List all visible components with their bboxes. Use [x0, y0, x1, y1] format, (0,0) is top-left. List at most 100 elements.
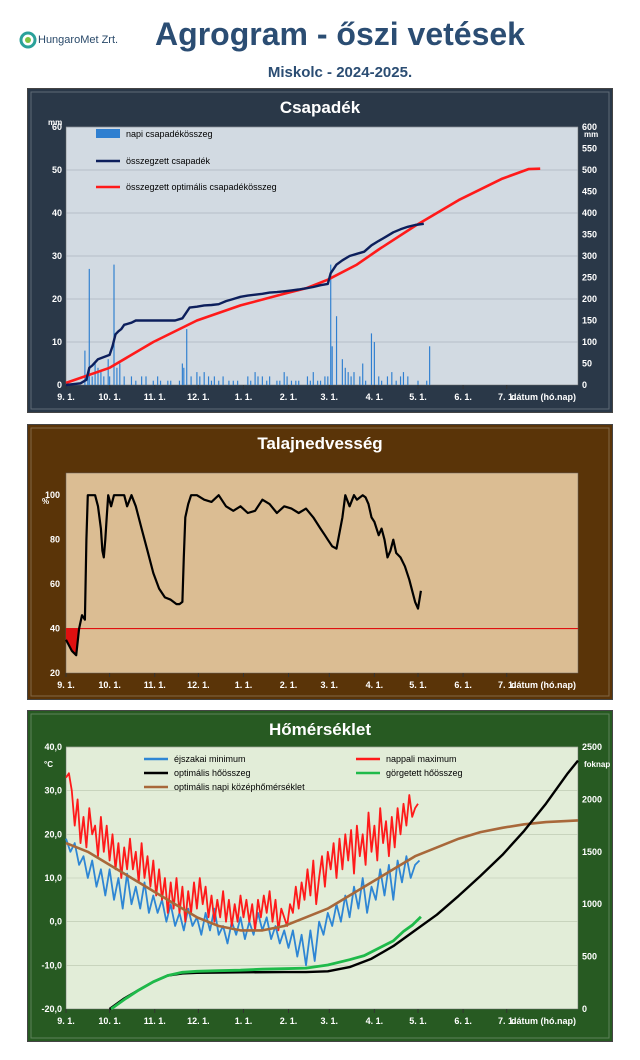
precip-bar	[344, 367, 346, 385]
precip-bar	[306, 376, 309, 385]
soil-moisture-line	[65, 494, 422, 657]
precip-bar	[237, 380, 239, 385]
precip-bar	[353, 372, 355, 385]
x-tick-label: 1. 1.	[235, 392, 253, 402]
precip-bar	[350, 376, 352, 385]
x-tick-label: 7. 1.	[498, 392, 516, 402]
chart-title: Csapadék	[280, 98, 361, 117]
precip-bar	[295, 380, 297, 385]
precip-bar	[228, 380, 230, 385]
y2-axis-label: foknap	[584, 760, 610, 769]
legend-label: optimális hőösszeg	[174, 768, 251, 778]
legend-label: összegzett optimális csapadékösszeg	[126, 182, 277, 192]
precip-bar	[324, 376, 326, 385]
y-axis-label: %	[42, 497, 49, 506]
precip-bar	[178, 380, 181, 385]
precip-bar	[261, 376, 263, 385]
precip-bar	[107, 359, 109, 385]
y2-tick-label: 550	[582, 144, 597, 154]
precip-bar	[196, 372, 198, 385]
x-tick-label: 12. 1.	[187, 680, 210, 690]
cumulative-line	[65, 222, 424, 387]
temp-panel: Hőmérséklet -20,0 -10,0 0,0 10,0 20,0 30,0 40,0…	[27, 710, 613, 1042]
y2-tick-label: 1500	[582, 847, 602, 857]
precip-bar	[417, 380, 419, 385]
logo: HungaroMet Zrt.	[18, 30, 138, 50]
precip-bar	[100, 372, 102, 385]
x-tick-label: 3. 1.	[321, 680, 339, 690]
precip-bar	[276, 380, 278, 385]
y2-tick-label: 0	[582, 380, 587, 390]
legend-swatch-daily	[96, 129, 120, 138]
chart-title: Talajnedvesség	[257, 434, 382, 453]
soil-panel: Talajnedvesség 20 40 60 80 100% 9. 1. 10. 1. 11.…	[27, 424, 613, 700]
day-maximum-line	[65, 772, 419, 932]
y-tick-label: 20,0	[44, 829, 62, 839]
x-tick-label: 5. 1.	[409, 392, 427, 402]
precip-bar	[290, 380, 293, 385]
page-title: Agrogram - őszi vetések	[155, 16, 525, 52]
precip-bar	[391, 372, 393, 385]
x-tick-label: 7. 1.	[498, 1016, 516, 1026]
y2-tick-label: 500	[582, 952, 597, 962]
precip-bar	[181, 363, 183, 385]
precip-bar	[109, 376, 111, 385]
precip-bar	[286, 376, 288, 385]
x-tick-label: 4. 1.	[366, 392, 384, 402]
x-tick-label: 3. 1.	[321, 392, 339, 402]
x-tick-label: 5. 1.	[409, 680, 427, 690]
x-axis-label: dátum (hó.nap)	[511, 1016, 576, 1026]
precip-bar	[429, 346, 431, 385]
page-subtitle: Miskolc - 2024-2025.	[267, 64, 413, 81]
x-tick-label: 1. 1.	[235, 1016, 253, 1026]
precip-bar	[269, 376, 271, 385]
y2-tick-label: 300	[582, 251, 597, 261]
x-tick-label: 5. 1.	[409, 1016, 427, 1026]
precip-bar	[159, 380, 162, 385]
precip-bar	[279, 380, 281, 385]
x-tick-label: 6. 1.	[454, 392, 472, 402]
precip-bar	[247, 376, 249, 385]
precip-bar	[103, 376, 105, 385]
y-tick-label: 60	[52, 122, 62, 132]
precip-bar	[319, 380, 322, 385]
y-tick-label: -20,0	[41, 1004, 62, 1014]
precip-bar	[222, 376, 224, 385]
y2-tick-label: 50	[582, 359, 592, 369]
precip-bar	[378, 376, 380, 385]
precip-bar	[88, 268, 90, 385]
precip-bar	[298, 380, 300, 385]
y2-tick-label: 100	[582, 337, 597, 347]
precip-bar	[373, 342, 375, 385]
x-tick-label: 12. 1.	[187, 1016, 210, 1026]
precip-bar	[167, 380, 169, 385]
precip-bar	[84, 350, 86, 385]
precip-bar	[135, 380, 137, 385]
precip-bar	[341, 359, 343, 385]
soil-chart: Talajnedvesség 20 40 60 80 100% 9. 1. 10. 1. 11.…	[28, 425, 612, 699]
precip-bar	[145, 376, 147, 385]
y2-tick-label: 2500	[582, 742, 602, 752]
x-axis-label: dátum (hó.nap)	[511, 392, 576, 402]
precip-bar	[203, 372, 205, 385]
y2-tick-label: 600	[582, 122, 597, 132]
precip-bar	[170, 380, 172, 385]
y2-tick-label: 450	[582, 187, 597, 197]
x-tick-label: 10. 1.	[98, 1016, 121, 1026]
precip-bar	[207, 376, 210, 385]
precip-bar	[97, 367, 99, 385]
y-tick-label: 20	[50, 668, 60, 678]
precip-bar	[218, 380, 220, 385]
x-tick-label: 6. 1.	[454, 680, 472, 690]
y-tick-label: 20	[52, 294, 62, 304]
precip-bar	[116, 367, 118, 385]
y-tick-label: 40	[52, 208, 62, 218]
precip-bar	[123, 376, 125, 385]
x-tick-label: 1. 1.	[235, 680, 253, 690]
y-tick-label: 10	[52, 337, 62, 347]
precip-bar	[359, 376, 361, 385]
precip-bar	[190, 376, 192, 385]
y-tick-label: 60	[50, 579, 60, 589]
panel-border	[30, 713, 610, 1039]
precip-bar	[402, 372, 405, 385]
